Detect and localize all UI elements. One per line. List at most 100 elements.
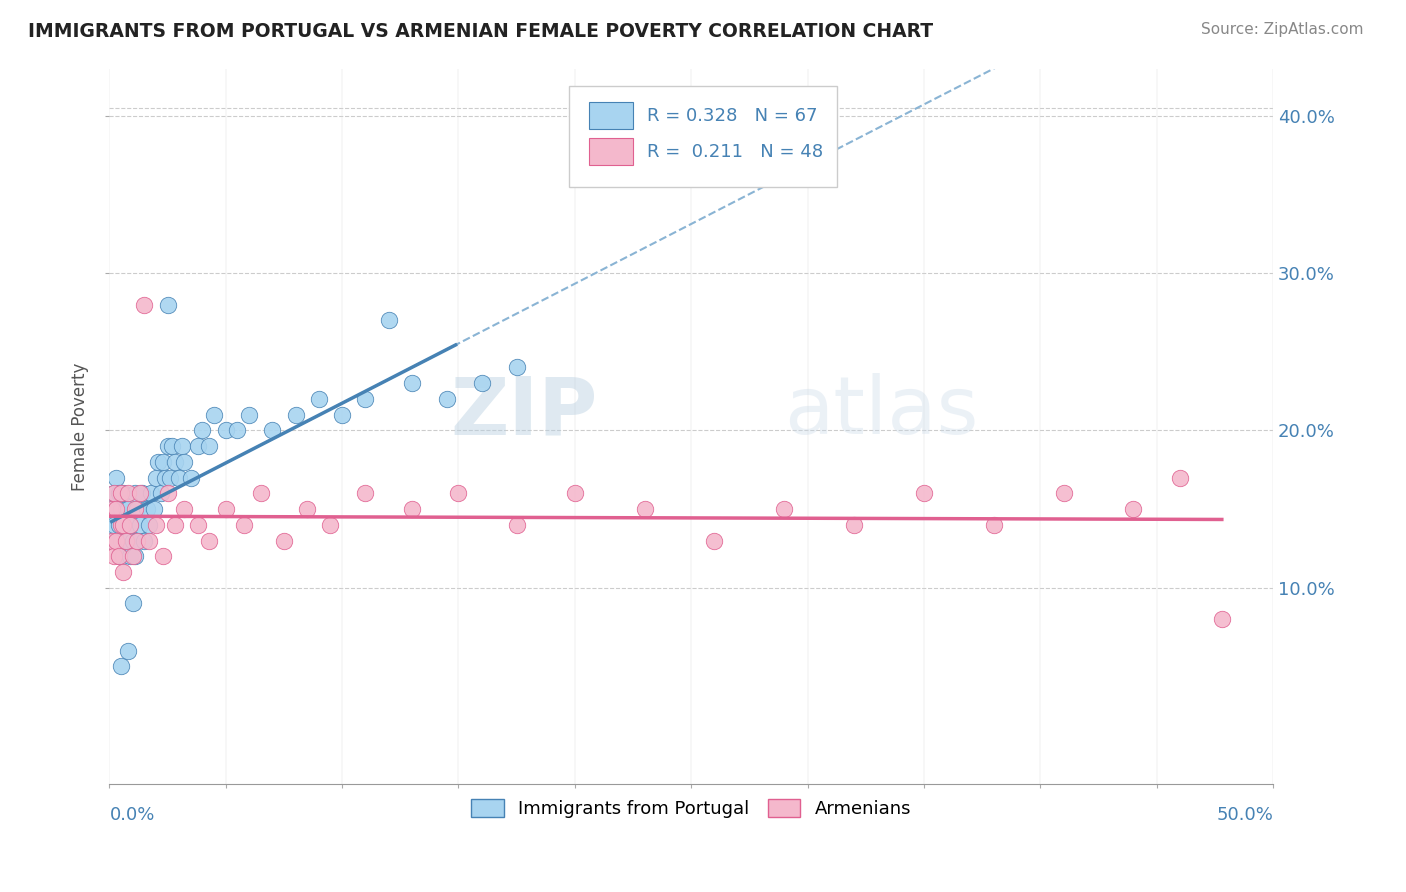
Point (114, 533, 136, 548)
Point (128, 517, 150, 532)
Text: atlas: atlas (785, 373, 979, 451)
Point (148, 455, 170, 469)
Point (163, 455, 186, 469)
Point (107, 486, 129, 500)
Point (180, 470, 202, 484)
Point (226, 424, 249, 438)
Point (120, 517, 142, 532)
Point (173, 455, 195, 469)
Point (401, 376, 423, 391)
Point (112, 565, 135, 579)
Point (141, 486, 163, 500)
Point (112, 517, 135, 532)
Point (284, 408, 307, 422)
Point (134, 297, 156, 311)
Point (215, 424, 238, 438)
Point (634, 502, 657, 516)
FancyBboxPatch shape (569, 87, 837, 186)
Point (110, 533, 132, 548)
Point (160, 439, 183, 453)
Point (447, 486, 470, 500)
Point (121, 549, 143, 564)
Point (149, 486, 172, 500)
Point (105, 502, 128, 516)
Point (103, 517, 125, 532)
Point (117, 533, 139, 548)
Point (110, 486, 132, 500)
Point (152, 455, 174, 469)
Point (127, 533, 149, 548)
Point (191, 424, 214, 438)
Point (117, 502, 139, 516)
Point (401, 502, 423, 516)
Point (121, 597, 143, 611)
Y-axis label: Female Poverty: Female Poverty (72, 362, 89, 491)
Point (100, 502, 122, 516)
Point (215, 502, 238, 516)
Point (1052, 486, 1074, 500)
Point (233, 517, 256, 532)
Bar (589, 138, 633, 165)
Point (105, 533, 128, 548)
Point (145, 517, 167, 532)
Legend: Immigrants from Portugal, Armenians: Immigrants from Portugal, Armenians (464, 792, 918, 825)
Point (145, 470, 167, 484)
Point (120, 549, 142, 564)
Point (117, 643, 139, 657)
Point (103, 486, 125, 500)
Point (198, 439, 221, 453)
Point (170, 439, 193, 453)
Point (110, 517, 132, 532)
Point (110, 502, 132, 516)
Point (1168, 470, 1191, 484)
Point (202, 408, 225, 422)
Point (505, 360, 527, 375)
Point (163, 517, 186, 532)
Point (773, 502, 796, 516)
Point (198, 533, 221, 548)
Point (983, 517, 1005, 532)
Point (100, 502, 122, 516)
Point (100, 533, 122, 548)
Point (1211, 612, 1233, 626)
Point (238, 408, 260, 422)
Point (103, 486, 125, 500)
Point (107, 549, 129, 564)
Point (187, 517, 209, 532)
Point (159, 470, 181, 484)
Point (127, 502, 149, 516)
Point (128, 486, 150, 500)
Text: ZIP: ZIP (451, 373, 598, 451)
Point (156, 439, 179, 453)
Point (107, 517, 129, 532)
Point (100, 533, 122, 548)
Point (127, 533, 149, 548)
Point (142, 502, 165, 516)
Point (131, 486, 153, 500)
Text: 50.0%: 50.0% (1216, 805, 1272, 824)
Point (354, 392, 377, 406)
Text: IMMIGRANTS FROM PORTUGAL VS ARMENIAN FEMALE POVERTY CORRELATION CHART: IMMIGRANTS FROM PORTUGAL VS ARMENIAN FEM… (28, 22, 934, 41)
Point (124, 549, 146, 564)
Point (134, 533, 156, 548)
Text: Source: ZipAtlas.com: Source: ZipAtlas.com (1201, 22, 1364, 37)
Point (156, 297, 179, 311)
Point (273, 533, 295, 548)
Point (377, 313, 399, 327)
Point (842, 517, 865, 532)
Point (330, 408, 353, 422)
Point (114, 533, 136, 548)
Point (564, 486, 586, 500)
Point (155, 470, 177, 484)
Point (262, 424, 284, 438)
Bar (589, 103, 633, 129)
Point (110, 659, 132, 673)
Point (121, 533, 143, 548)
Point (112, 549, 135, 564)
Point (138, 517, 160, 532)
Point (112, 517, 135, 532)
Point (436, 392, 458, 406)
Point (703, 533, 725, 548)
Point (249, 486, 271, 500)
Text: R = 0.328   N = 67: R = 0.328 N = 67 (647, 107, 817, 125)
